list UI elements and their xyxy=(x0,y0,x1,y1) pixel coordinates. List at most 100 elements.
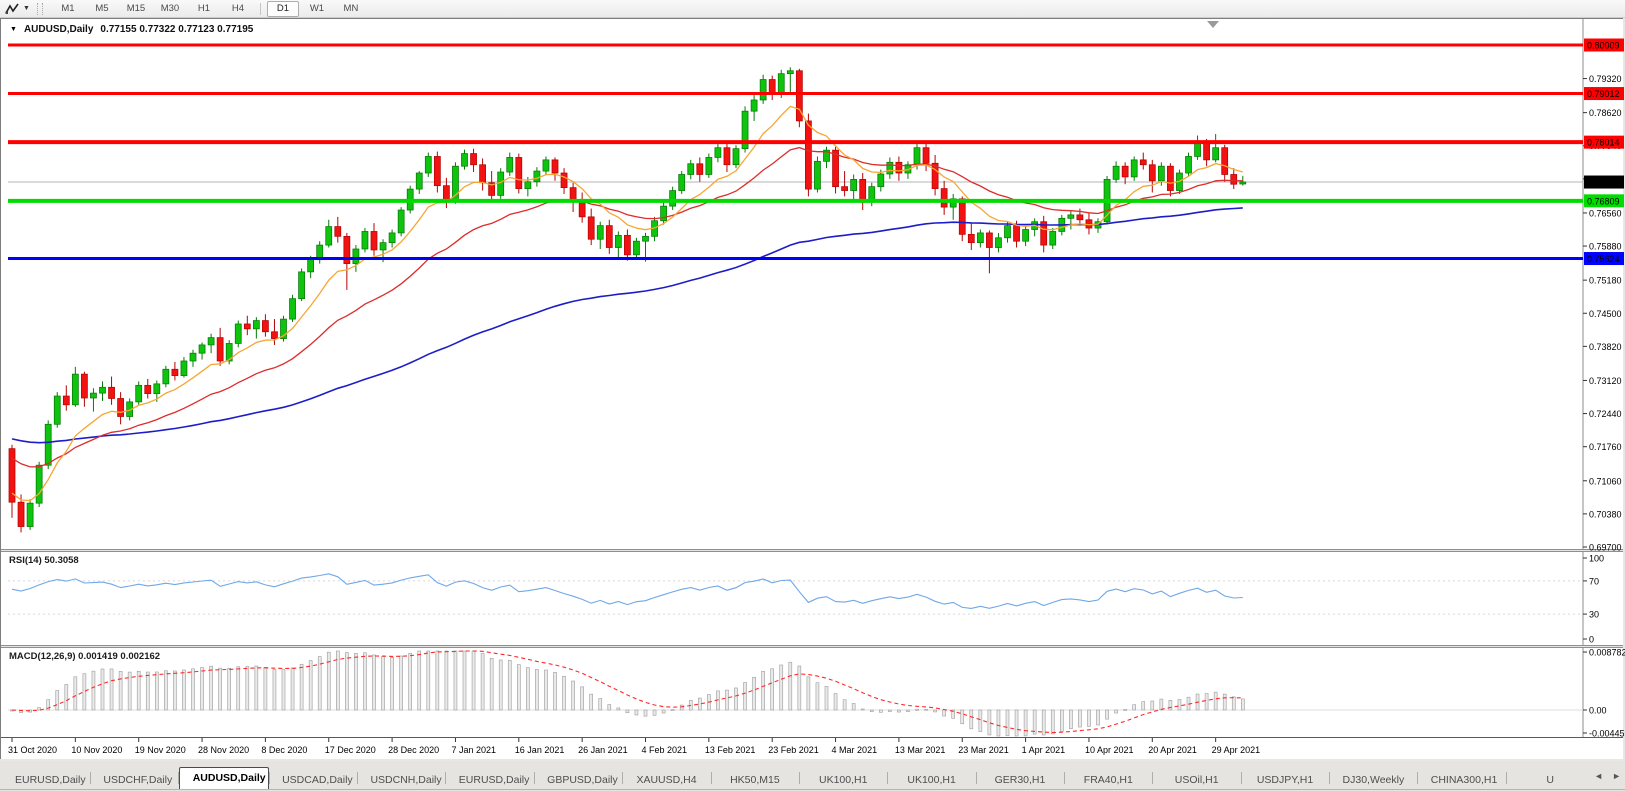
svg-text:28 Nov 2020: 28 Nov 2020 xyxy=(198,745,249,755)
panel-splitter[interactable] xyxy=(1,645,1623,648)
timeframe-button-d1[interactable]: D1 xyxy=(266,0,299,17)
chart-ohlc-values: 0.77155 0.77322 0.77123 0.77195 xyxy=(100,24,254,35)
price-badge-0.79012: 0.79012 xyxy=(1584,87,1624,101)
macd-indicator-label: MACD(12,26,9) 0.001419 0.002162 xyxy=(9,651,161,662)
top-toolbar: ▼ M1 M5 M15 M30 H1 H4 D1 W1 MN xyxy=(0,0,1625,18)
tab-scroll-arrows: ◄ ► xyxy=(1594,771,1621,781)
chart-tab-uk100-h1[interactable]: UK100,H1 xyxy=(907,774,956,786)
chart-tab-china300-h1[interactable]: CHINA300,H1 xyxy=(1430,774,1498,786)
ma-mid-line xyxy=(11,146,1243,468)
timeframe-button-m30[interactable]: M30 xyxy=(160,2,180,14)
chart-tab-ger30-h1[interactable]: GER30,H1 xyxy=(994,774,1046,786)
macd-axis-labels: 0.008782 0.00 -0.004451 xyxy=(1583,648,1625,739)
svg-text:7 Jan 2021: 7 Jan 2021 xyxy=(451,745,496,755)
svg-text:23 Mar 2021: 23 Mar 2021 xyxy=(958,745,1009,755)
svg-text:0.75180: 0.75180 xyxy=(1589,276,1622,286)
svg-text:0: 0 xyxy=(1589,635,1594,645)
svg-text:0.79012: 0.79012 xyxy=(1587,89,1620,99)
svg-text:0.70380: 0.70380 xyxy=(1589,509,1622,519)
svg-text:100: 100 xyxy=(1589,554,1604,564)
svg-text:13 Feb 2021: 13 Feb 2021 xyxy=(705,745,756,755)
svg-text:0.73820: 0.73820 xyxy=(1589,342,1622,352)
svg-text:8 Dec 2020: 8 Dec 2020 xyxy=(261,745,307,755)
price-badge-0.77195: 0.77195 xyxy=(1584,175,1624,189)
chart-canvas[interactable]: 0.793200.786200.779400.772600.765600.758… xyxy=(0,18,1625,760)
svg-text:30: 30 xyxy=(1589,610,1599,620)
svg-text:0.76809: 0.76809 xyxy=(1587,196,1620,206)
timeframe-button-mn[interactable]: MN xyxy=(343,2,359,14)
chart-shift-marker[interactable] xyxy=(1207,21,1219,28)
tab-bar-underline xyxy=(0,789,1625,790)
chart-tab-usdchf-daily[interactable]: USDCHF,Daily xyxy=(103,774,173,786)
svg-text:0.75624: 0.75624 xyxy=(1587,254,1620,264)
svg-text:31 Oct 2020: 31 Oct 2020 xyxy=(8,745,57,755)
price-badge-0.76809: 0.76809 xyxy=(1584,194,1624,208)
rsi-indicator-label: RSI(14) 50.3058 xyxy=(9,555,79,566)
tab-scroll-left-icon[interactable]: ◄ xyxy=(1594,771,1604,781)
svg-text:16 Jan 2021: 16 Jan 2021 xyxy=(515,745,565,755)
rsi-line xyxy=(11,573,1243,609)
panel-splitter[interactable] xyxy=(1,549,1623,552)
timeframe-buttons: M1 M5 M15 M30 H1 H4 D1 W1 MN xyxy=(51,0,368,17)
timeframe-button-m15[interactable]: M15 xyxy=(126,2,146,14)
chart-tab-eurusd-daily[interactable]: EURUSD,Daily xyxy=(458,774,530,786)
chart-tab-xauusd-h4[interactable]: XAUUSD,H4 xyxy=(636,774,697,786)
svg-text:0.78014: 0.78014 xyxy=(1587,138,1620,148)
chart-tab-hk50-m15[interactable]: HK50,M15 xyxy=(730,774,780,786)
timeframe-button-h1[interactable]: H1 xyxy=(197,2,211,14)
timeframe-button-w1[interactable]: W1 xyxy=(309,2,325,14)
svg-text:0.00: 0.00 xyxy=(1589,706,1607,716)
timeframe-button-m1[interactable]: M1 xyxy=(61,2,75,14)
price-badge-0.75624: 0.75624 xyxy=(1584,252,1624,266)
svg-text:28 Dec 2020: 28 Dec 2020 xyxy=(388,745,439,755)
svg-text:29 Apr 2021: 29 Apr 2021 xyxy=(1212,745,1261,755)
chart-menu-icon[interactable]: ▼ xyxy=(10,26,17,33)
chart-tab-dj30-weekly[interactable]: DJ30,Weekly xyxy=(1342,774,1405,786)
chart-tab-audusd-daily[interactable]: AUDUSD,Daily xyxy=(178,767,269,790)
chart-tab-uk100-h1[interactable]: UK100,H1 xyxy=(819,774,868,786)
svg-text:0.80009: 0.80009 xyxy=(1587,41,1620,51)
svg-text:26 Jan 2021: 26 Jan 2021 xyxy=(578,745,628,755)
chart-tab-gbpusd-daily[interactable]: GBPUSD,Daily xyxy=(547,774,618,786)
toolbar-grip[interactable] xyxy=(36,2,43,15)
chart-tabs: EURUSD,Daily USDCHF,Daily AUDUSD,Daily USDC… xyxy=(2,766,1594,790)
svg-text:0.77195: 0.77195 xyxy=(1587,178,1620,188)
svg-text:0.78620: 0.78620 xyxy=(1589,108,1622,118)
svg-text:0.75880: 0.75880 xyxy=(1589,242,1622,252)
ma-slow-line xyxy=(11,207,1243,444)
price-badge-0.78014: 0.78014 xyxy=(1584,135,1624,149)
timeframe-button-m5[interactable]: M5 xyxy=(95,2,109,14)
chart-tab-u[interactable]: U xyxy=(1546,774,1554,786)
pattern-tool-dropdown-icon[interactable]: ▼ xyxy=(23,5,30,12)
svg-text:4 Mar 2021: 4 Mar 2021 xyxy=(832,745,878,755)
svg-text:0.76560: 0.76560 xyxy=(1589,208,1622,218)
macd-histogram xyxy=(10,650,1245,737)
svg-text:10 Nov 2020: 10 Nov 2020 xyxy=(71,745,122,755)
chart-tab-usdjpy-h1[interactable]: USDJPY,H1 xyxy=(1256,774,1314,786)
svg-text:0.71060: 0.71060 xyxy=(1589,476,1622,486)
svg-text:19 Nov 2020: 19 Nov 2020 xyxy=(135,745,186,755)
timeframe-button-h4[interactable]: H4 xyxy=(231,2,245,14)
chart-tab-fra40-h1[interactable]: FRA40,H1 xyxy=(1083,774,1133,786)
price-badge-0.80009: 0.80009 xyxy=(1584,38,1624,52)
svg-text:0.008782: 0.008782 xyxy=(1589,648,1625,658)
chart-title: ▼ AUDUSD,Daily 0.77155 0.77322 0.77123 0… xyxy=(10,24,253,35)
rsi-axis-labels: 100 70 30 0 xyxy=(1583,554,1604,645)
pattern-tool-icon[interactable] xyxy=(5,1,21,17)
chart-tab-eurusd-daily[interactable]: EURUSD,Daily xyxy=(15,774,86,786)
toolbar-separator xyxy=(259,2,261,15)
svg-text:0.71760: 0.71760 xyxy=(1589,442,1622,452)
chart-symbol-period: AUDUSD,Daily xyxy=(23,24,94,35)
svg-text:17 Dec 2020: 17 Dec 2020 xyxy=(325,745,376,755)
chart-tab-usoil-h1[interactable]: USOil,H1 xyxy=(1174,774,1219,786)
chart-tab-usdcad-daily[interactable]: USDCAD,Daily xyxy=(282,774,353,786)
tab-scroll-right-icon[interactable]: ► xyxy=(1612,771,1621,781)
macd-signal-line xyxy=(11,650,1243,734)
svg-text:0.73120: 0.73120 xyxy=(1589,376,1622,386)
svg-text:-0.004451: -0.004451 xyxy=(1589,729,1625,739)
svg-text:4 Feb 2021: 4 Feb 2021 xyxy=(642,745,688,755)
date-axis: 31 Oct 2020 10 Nov 2020 19 Nov 2020 28 Nov … xyxy=(8,738,1260,755)
svg-text:10 Apr 2021: 10 Apr 2021 xyxy=(1085,745,1134,755)
ma-fast-line xyxy=(11,105,1243,502)
chart-tab-usdcnh-daily[interactable]: USDCNH,Daily xyxy=(370,774,442,786)
